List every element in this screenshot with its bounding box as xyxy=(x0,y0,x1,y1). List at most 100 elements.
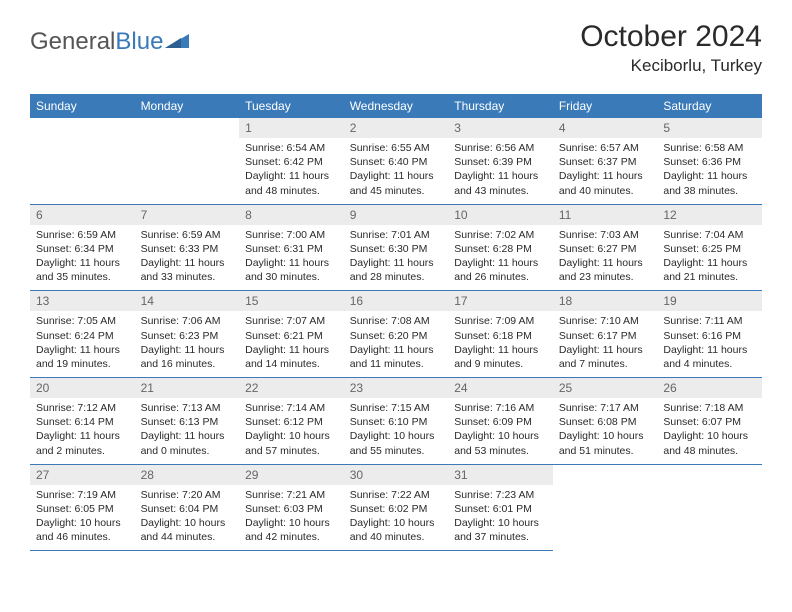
day-details: Sunrise: 6:55 AMSunset: 6:40 PMDaylight:… xyxy=(344,138,449,204)
day-number: 9 xyxy=(344,205,449,225)
day-details: Sunrise: 7:08 AMSunset: 6:20 PMDaylight:… xyxy=(344,311,449,377)
day-cell: 23Sunrise: 7:15 AMSunset: 6:10 PMDayligh… xyxy=(344,378,449,465)
day-details: Sunrise: 6:54 AMSunset: 6:42 PMDaylight:… xyxy=(239,138,344,204)
day-details: Sunrise: 7:17 AMSunset: 6:08 PMDaylight:… xyxy=(553,398,658,464)
calendar-table: SundayMondayTuesdayWednesdayThursdayFrid… xyxy=(30,94,762,551)
day-cell: 9Sunrise: 7:01 AMSunset: 6:30 PMDaylight… xyxy=(344,204,449,291)
day-number: 13 xyxy=(30,291,135,311)
day-header-row: SundayMondayTuesdayWednesdayThursdayFrid… xyxy=(30,94,762,118)
calendar-body: 1Sunrise: 6:54 AMSunset: 6:42 PMDaylight… xyxy=(30,118,762,551)
day-details: Sunrise: 7:00 AMSunset: 6:31 PMDaylight:… xyxy=(239,225,344,291)
day-number: 3 xyxy=(448,118,553,138)
logo: GeneralBlue xyxy=(30,28,189,56)
day-cell: 11Sunrise: 7:03 AMSunset: 6:27 PMDayligh… xyxy=(553,204,658,291)
day-cell: 8Sunrise: 7:00 AMSunset: 6:31 PMDaylight… xyxy=(239,204,344,291)
day-header: Tuesday xyxy=(239,94,344,118)
day-details: Sunrise: 7:07 AMSunset: 6:21 PMDaylight:… xyxy=(239,311,344,377)
day-cell: 1Sunrise: 6:54 AMSunset: 6:42 PMDaylight… xyxy=(239,118,344,204)
day-cell: 18Sunrise: 7:10 AMSunset: 6:17 PMDayligh… xyxy=(553,291,658,378)
logo-text: GeneralBlue xyxy=(30,28,163,56)
day-details: Sunrise: 7:23 AMSunset: 6:01 PMDaylight:… xyxy=(448,485,553,551)
day-cell: 27Sunrise: 7:19 AMSunset: 6:05 PMDayligh… xyxy=(30,464,135,551)
day-cell: 26Sunrise: 7:18 AMSunset: 6:07 PMDayligh… xyxy=(657,378,762,465)
day-number: 25 xyxy=(553,378,658,398)
day-number: 22 xyxy=(239,378,344,398)
day-cell: 15Sunrise: 7:07 AMSunset: 6:21 PMDayligh… xyxy=(239,291,344,378)
day-details: Sunrise: 7:04 AMSunset: 6:25 PMDaylight:… xyxy=(657,225,762,291)
day-number: 2 xyxy=(344,118,449,138)
day-number: 23 xyxy=(344,378,449,398)
day-number: 5 xyxy=(657,118,762,138)
day-cell: 30Sunrise: 7:22 AMSunset: 6:02 PMDayligh… xyxy=(344,464,449,551)
day-number: 28 xyxy=(135,465,240,485)
day-cell: 19Sunrise: 7:11 AMSunset: 6:16 PMDayligh… xyxy=(657,291,762,378)
day-number: 24 xyxy=(448,378,553,398)
day-details: Sunrise: 7:14 AMSunset: 6:12 PMDaylight:… xyxy=(239,398,344,464)
day-details: Sunrise: 6:59 AMSunset: 6:33 PMDaylight:… xyxy=(135,225,240,291)
day-header: Thursday xyxy=(448,94,553,118)
header: GeneralBlue October 2024 Keciborlu, Turk… xyxy=(30,20,762,76)
day-number: 19 xyxy=(657,291,762,311)
day-number: 15 xyxy=(239,291,344,311)
page-title: October 2024 xyxy=(580,20,762,54)
day-details: Sunrise: 7:22 AMSunset: 6:02 PMDaylight:… xyxy=(344,485,449,551)
day-details: Sunrise: 7:01 AMSunset: 6:30 PMDaylight:… xyxy=(344,225,449,291)
calendar-week-row: 27Sunrise: 7:19 AMSunset: 6:05 PMDayligh… xyxy=(30,464,762,551)
day-number: 8 xyxy=(239,205,344,225)
day-cell: 13Sunrise: 7:05 AMSunset: 6:24 PMDayligh… xyxy=(30,291,135,378)
calendar-week-row: 13Sunrise: 7:05 AMSunset: 6:24 PMDayligh… xyxy=(30,291,762,378)
day-number: 17 xyxy=(448,291,553,311)
day-details: Sunrise: 7:03 AMSunset: 6:27 PMDaylight:… xyxy=(553,225,658,291)
day-number: 16 xyxy=(344,291,449,311)
day-cell: 22Sunrise: 7:14 AMSunset: 6:12 PMDayligh… xyxy=(239,378,344,465)
day-number: 31 xyxy=(448,465,553,485)
day-header: Friday xyxy=(553,94,658,118)
calendar-week-row: 6Sunrise: 6:59 AMSunset: 6:34 PMDaylight… xyxy=(30,204,762,291)
day-details: Sunrise: 7:06 AMSunset: 6:23 PMDaylight:… xyxy=(135,311,240,377)
day-number: 12 xyxy=(657,205,762,225)
day-number: 4 xyxy=(553,118,658,138)
day-details: Sunrise: 6:56 AMSunset: 6:39 PMDaylight:… xyxy=(448,138,553,204)
day-cell: 6Sunrise: 6:59 AMSunset: 6:34 PMDaylight… xyxy=(30,204,135,291)
day-cell: 31Sunrise: 7:23 AMSunset: 6:01 PMDayligh… xyxy=(448,464,553,551)
day-number: 10 xyxy=(448,205,553,225)
day-cell: 7Sunrise: 6:59 AMSunset: 6:33 PMDaylight… xyxy=(135,204,240,291)
day-number: 7 xyxy=(135,205,240,225)
day-number: 18 xyxy=(553,291,658,311)
calendar-week-row: 1Sunrise: 6:54 AMSunset: 6:42 PMDaylight… xyxy=(30,118,762,204)
day-details: Sunrise: 7:02 AMSunset: 6:28 PMDaylight:… xyxy=(448,225,553,291)
day-cell: 25Sunrise: 7:17 AMSunset: 6:08 PMDayligh… xyxy=(553,378,658,465)
day-cell: 20Sunrise: 7:12 AMSunset: 6:14 PMDayligh… xyxy=(30,378,135,465)
day-header: Monday xyxy=(135,94,240,118)
day-header: Wednesday xyxy=(344,94,449,118)
day-number: 14 xyxy=(135,291,240,311)
day-details: Sunrise: 7:18 AMSunset: 6:07 PMDaylight:… xyxy=(657,398,762,464)
day-details: Sunrise: 7:05 AMSunset: 6:24 PMDaylight:… xyxy=(30,311,135,377)
day-cell: 21Sunrise: 7:13 AMSunset: 6:13 PMDayligh… xyxy=(135,378,240,465)
day-details: Sunrise: 6:59 AMSunset: 6:34 PMDaylight:… xyxy=(30,225,135,291)
day-cell: 4Sunrise: 6:57 AMSunset: 6:37 PMDaylight… xyxy=(553,118,658,204)
day-details: Sunrise: 7:12 AMSunset: 6:14 PMDaylight:… xyxy=(30,398,135,464)
day-details: Sunrise: 6:57 AMSunset: 6:37 PMDaylight:… xyxy=(553,138,658,204)
empty-cell xyxy=(657,464,762,551)
day-details: Sunrise: 7:09 AMSunset: 6:18 PMDaylight:… xyxy=(448,311,553,377)
title-block: October 2024 Keciborlu, Turkey xyxy=(580,20,762,76)
day-cell: 2Sunrise: 6:55 AMSunset: 6:40 PMDaylight… xyxy=(344,118,449,204)
day-cell: 29Sunrise: 7:21 AMSunset: 6:03 PMDayligh… xyxy=(239,464,344,551)
day-details: Sunrise: 7:16 AMSunset: 6:09 PMDaylight:… xyxy=(448,398,553,464)
empty-cell xyxy=(135,118,240,204)
day-cell: 14Sunrise: 7:06 AMSunset: 6:23 PMDayligh… xyxy=(135,291,240,378)
day-cell: 10Sunrise: 7:02 AMSunset: 6:28 PMDayligh… xyxy=(448,204,553,291)
day-number: 21 xyxy=(135,378,240,398)
calendar-week-row: 20Sunrise: 7:12 AMSunset: 6:14 PMDayligh… xyxy=(30,378,762,465)
day-cell: 16Sunrise: 7:08 AMSunset: 6:20 PMDayligh… xyxy=(344,291,449,378)
day-details: Sunrise: 7:13 AMSunset: 6:13 PMDaylight:… xyxy=(135,398,240,464)
day-number: 29 xyxy=(239,465,344,485)
day-details: Sunrise: 7:10 AMSunset: 6:17 PMDaylight:… xyxy=(553,311,658,377)
day-details: Sunrise: 7:21 AMSunset: 6:03 PMDaylight:… xyxy=(239,485,344,551)
day-cell: 3Sunrise: 6:56 AMSunset: 6:39 PMDaylight… xyxy=(448,118,553,204)
day-cell: 12Sunrise: 7:04 AMSunset: 6:25 PMDayligh… xyxy=(657,204,762,291)
day-cell: 5Sunrise: 6:58 AMSunset: 6:36 PMDaylight… xyxy=(657,118,762,204)
day-details: Sunrise: 7:19 AMSunset: 6:05 PMDaylight:… xyxy=(30,485,135,551)
day-number: 26 xyxy=(657,378,762,398)
